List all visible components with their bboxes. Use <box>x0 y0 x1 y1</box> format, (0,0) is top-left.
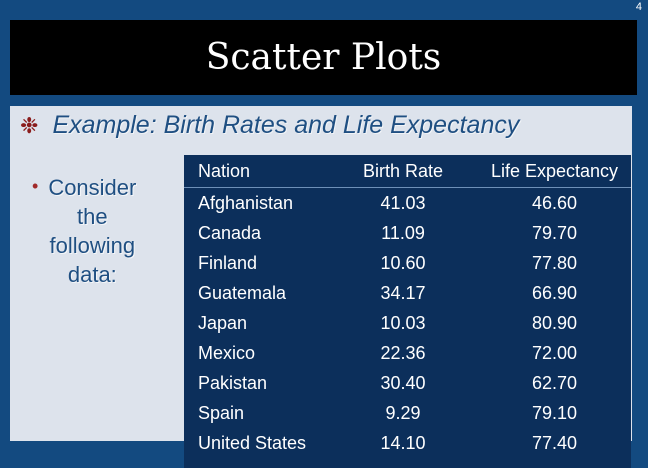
table-row: Mexico 22.36 72.00 <box>184 338 631 368</box>
table-row: Afghanistan 41.03 46.60 <box>184 188 631 219</box>
table-header-row: Nation Birth Rate Life Expectancy <box>184 155 631 188</box>
birth-rate-cell: 30.40 <box>380 372 426 393</box>
table-row: Japan 10.03 80.90 <box>184 308 631 338</box>
nation-cell: Guatemala <box>198 282 287 303</box>
table-row: United States 14.10 77.40 <box>184 428 631 458</box>
life-expectancy-cell: 77.40 <box>531 432 578 453</box>
nation-cell: Canada <box>198 222 262 243</box>
header-nation: Nation <box>184 155 328 188</box>
nation-cell: Mexico <box>198 342 256 363</box>
birth-rate-cell: 11.09 <box>381 222 425 243</box>
life-expectancy-cell: 79.70 <box>531 222 578 243</box>
slide-title: Scatter Plots <box>205 37 442 78</box>
life-expectancy-cell: 66.90 <box>531 282 578 303</box>
header-birth-rate: Birth Rate <box>328 155 478 188</box>
table-row: Guatemala 34.17 66.90 <box>184 278 631 308</box>
nation-cell: United States <box>198 432 307 453</box>
birth-rate-cell: 34.17 <box>380 282 426 303</box>
bullet-text: Consider the following data: <box>48 173 136 289</box>
nation-cell: Spain <box>198 402 245 423</box>
nation-cell: Afghanistan <box>198 192 294 213</box>
life-expectancy-cell: 46.60 <box>531 192 578 213</box>
nation-cell: Finland <box>198 252 258 273</box>
table-panel: Nation Birth Rate Life Expectancy Afghan… <box>184 155 631 468</box>
birth-rate-cell: 9.29 <box>385 402 421 423</box>
data-table: Nation Birth Rate Life Expectancy Afghan… <box>184 155 631 458</box>
bullet-item: • Consider the following data: <box>32 173 172 289</box>
slide-number: 4 <box>635 1 642 13</box>
table-row: Pakistan 30.40 62.70 <box>184 368 631 398</box>
life-expectancy-cell: 77.80 <box>531 252 578 273</box>
bullet-line: Consider <box>48 175 137 200</box>
table-row: Finland 10.60 77.80 <box>184 248 631 278</box>
life-expectancy-cell: 79.10 <box>531 402 578 423</box>
birth-rate-cell: 41.03 <box>380 192 426 213</box>
birth-rate-cell: 10.60 <box>380 252 426 273</box>
birth-rate-cell: 10.03 <box>380 312 426 333</box>
birth-rate-cell: 14.10 <box>380 432 426 453</box>
table-row: Spain 9.29 79.10 <box>184 398 631 428</box>
asterisk-icon: ❉ <box>20 112 39 138</box>
nation-cell: Pakistan <box>198 372 268 393</box>
subtitle: ❉ Example: Birth Rates and Life Expectan… <box>20 111 519 140</box>
nation-cell: Japan <box>198 312 248 333</box>
bullet-line: the <box>77 204 108 229</box>
life-expectancy-cell: 72.00 <box>531 342 578 363</box>
life-expectancy-cell: 62.70 <box>531 372 578 393</box>
life-expectancy-cell: 80.90 <box>531 312 578 333</box>
bullet-line: data: <box>67 262 117 287</box>
subtitle-text: Example: Birth Rates and Life Expectancy <box>52 111 520 139</box>
bullet-line: following <box>49 233 136 258</box>
birth-rate-cell: 22.36 <box>380 342 426 363</box>
table-row: Canada 11.09 79.70 <box>184 218 631 248</box>
header-life-expectancy: Life Expectancy <box>478 155 631 188</box>
bullet-dot-icon: • <box>32 176 39 196</box>
title-bar: Scatter Plots <box>10 20 637 95</box>
